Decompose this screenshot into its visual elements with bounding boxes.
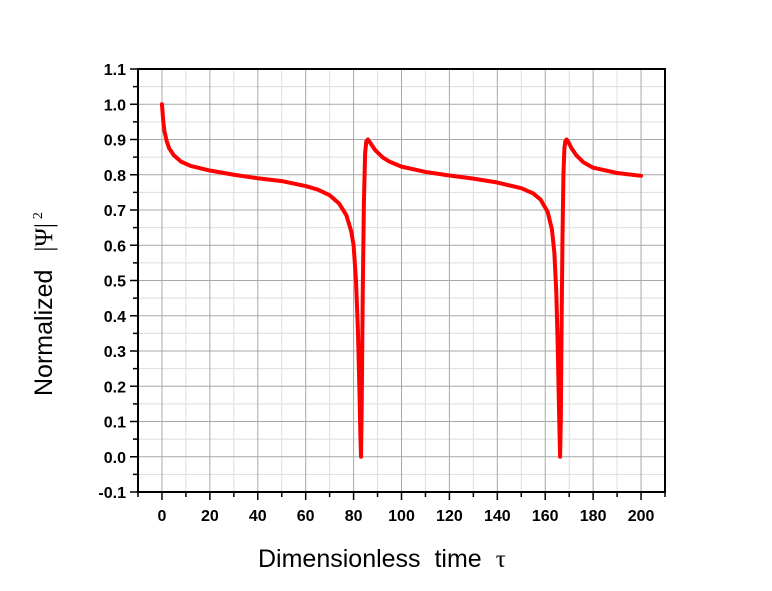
y-axis-title-text: Normalized (30, 270, 58, 396)
x-axis-title-symbol: τ (496, 546, 506, 573)
x-tick-label: 0 (158, 508, 167, 525)
y-tick-label: 0.9 (104, 133, 126, 150)
series-layer (159, 102, 644, 459)
y-tick-label: 0.6 (104, 238, 126, 255)
x-axis-tick-labels: 0 20 40 60 80 100 120 140 160 180 200 (158, 508, 655, 525)
x-axis-title-text: Dimensionless time (258, 545, 482, 573)
x-tick-label: 180 (580, 508, 607, 525)
y-axis-tick-labels: -0.1 0.0 0.1 0.2 0.3 0.4 0.5 0.6 0.7 0.8 0.9 1.0 1.1 (98, 62, 126, 502)
y-axis-title-superscript: 2 (31, 212, 46, 219)
x-tick-label: 80 (345, 508, 363, 525)
y-tick-label: 0.7 (104, 203, 126, 220)
x-tick-label: 140 (484, 508, 511, 525)
y-tick-label: 1.0 (104, 97, 126, 114)
x-tick-label: 160 (532, 508, 559, 525)
y-tick-label: 0.4 (104, 309, 126, 326)
y-tick-label: -0.1 (98, 485, 126, 502)
x-tick-label: 100 (388, 508, 415, 525)
y-axis-title: Normalized |Ψ| 2 (30, 212, 58, 396)
axis-ticks (130, 68, 666, 500)
y-tick-label: 0.0 (104, 450, 126, 467)
y-axis-title-symbol: |Ψ| (31, 223, 58, 251)
x-tick-label: 60 (297, 508, 315, 525)
y-tick-label: 0.3 (104, 344, 126, 361)
y-tick-label: 0.8 (104, 168, 126, 185)
major-gridlines (138, 68, 665, 493)
x-tick-label: 200 (628, 508, 655, 525)
y-tick-label: 0.1 (104, 415, 126, 432)
x-tick-label: 40 (249, 508, 267, 525)
y-tick-label: 0.5 (104, 274, 126, 291)
y-tick-label: 1.1 (104, 62, 126, 79)
x-tick-label: 120 (436, 508, 463, 525)
x-axis-title: Dimensionless time τ (258, 545, 506, 573)
series-line (159, 102, 644, 459)
y-tick-label: 0.2 (104, 379, 126, 396)
x-tick-label: 20 (201, 508, 219, 525)
